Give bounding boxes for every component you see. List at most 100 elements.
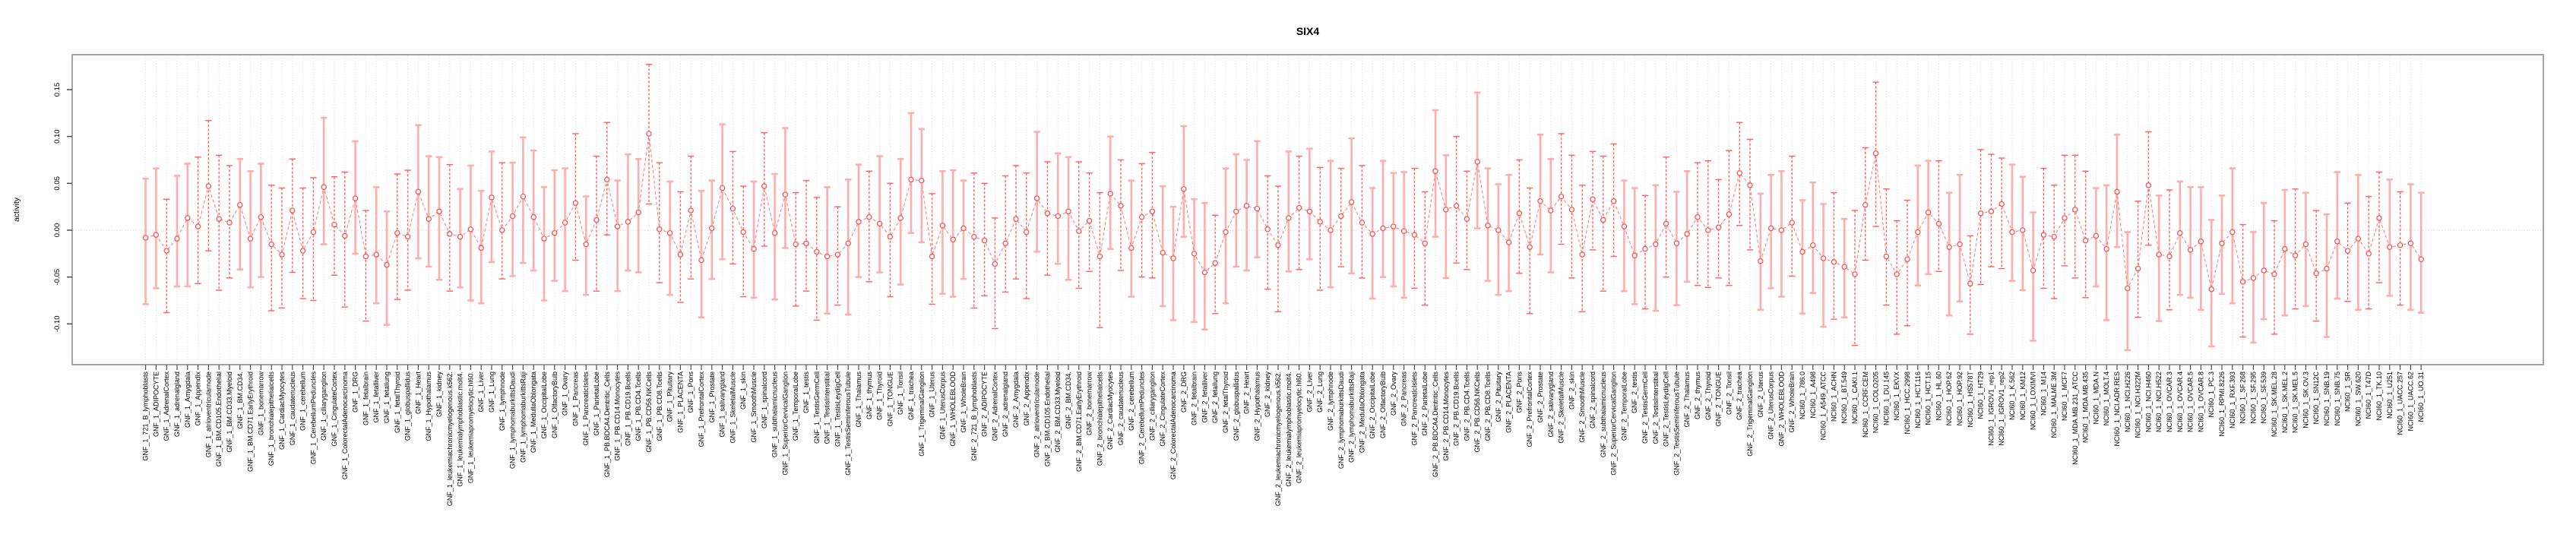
x-axis-label: GNF_2_atrioventricularnode: [1033, 372, 1041, 457]
data-point: [1254, 205, 1261, 212]
data-point: [2208, 286, 2214, 292]
data-point: [1663, 220, 1669, 227]
error-bar: [195, 157, 201, 284]
error-bar: [540, 185, 548, 302]
error-bar: [278, 187, 286, 309]
data-point: [174, 236, 180, 242]
x-axis-label: GNF_1_DRG: [352, 372, 359, 413]
error-bar: [1348, 137, 1355, 275]
x-axis-label: GNF_2_fetalliver: [1201, 372, 1208, 423]
error-bar: [750, 180, 758, 299]
data-point: [1548, 207, 1554, 213]
data-point: [2334, 239, 2340, 245]
x-axis-label: GNF_2_leukemiachronicmyelogenous.k562.: [1274, 372, 1282, 506]
error-bar: [1673, 191, 1680, 306]
x-axis-label: NCI60_1_SF.268: [2239, 372, 2247, 424]
x-axis-label: NCI60_1_U251: [2386, 372, 2394, 419]
x-axis-label: GNF_2_Pancreas: [1400, 372, 1408, 427]
data-point: [1957, 241, 1963, 248]
x-axis-label: NCI60_1_CAKI.1: [1851, 372, 1859, 424]
x-axis-label: NCI60_1_IGROV1_rep1: [1987, 372, 1995, 446]
x-axis-label: GNF_2_SkeletalMuscle: [1558, 372, 1565, 444]
error-bar: [1369, 187, 1376, 300]
data-point: [1055, 213, 1061, 220]
x-axis-label: GNF_1_SkeletalMuscle: [729, 372, 736, 444]
error-bar: [1872, 81, 1879, 227]
data-point: [1872, 150, 1879, 157]
series-line: [145, 133, 2422, 290]
error-bar: [876, 155, 883, 274]
data-point: [1464, 216, 1470, 222]
error-bar: [1254, 140, 1261, 259]
x-axis-label: GNF_2_TestisInterstitial: [1652, 372, 1660, 444]
error-bar: [1327, 160, 1334, 289]
data-point: [1432, 168, 1438, 175]
data-point: [499, 227, 505, 233]
x-axis-label: GNF_2_leukemialymphoblastic.molt4.: [1285, 372, 1293, 487]
x-axis-label: GNF_1_TestisLeydigCell: [834, 372, 841, 447]
data-point: [2387, 244, 2393, 250]
error-bar: [498, 162, 505, 280]
data-point: [803, 240, 809, 247]
x-axis-label: GNF_1_Heart: [414, 372, 422, 415]
x-axis-label: GNF_2_PancreaticIslets: [1410, 372, 1418, 446]
x-axis-label: NCI60_1_OVCAR.3: [2166, 372, 2173, 432]
error-bar: [1212, 214, 1219, 315]
data-point: [1275, 242, 1281, 248]
data-point: [2282, 245, 2288, 252]
data-point: [321, 184, 327, 191]
data-point: [1935, 220, 1942, 227]
error-bar: [1055, 152, 1062, 265]
error-bar: [1033, 131, 1040, 253]
error-bar: [362, 210, 369, 322]
error-bar: [1222, 167, 1229, 305]
x-axis-label: GNF_1_MedullaOblongata: [530, 372, 537, 453]
data-point: [1170, 255, 1176, 261]
x-axis-label: GNF_2_testis: [1631, 372, 1638, 414]
error-bar: [205, 120, 212, 251]
x-axis-label: GNF_1_Pituitary: [666, 372, 674, 422]
error-bar: [1086, 172, 1093, 272]
error-bar: [2019, 175, 2026, 292]
error-bar: [981, 182, 988, 297]
error-bar: [740, 185, 747, 298]
data-point: [919, 177, 925, 184]
data-point: [1684, 231, 1690, 237]
error-bar: [163, 198, 170, 314]
x-axis-label: NCI60_1_DU.145: [1882, 372, 1890, 425]
x-axis-label: GNF_1_Thalamus: [855, 372, 862, 428]
data-point: [908, 176, 914, 183]
x-axis-label: GNF_2_Ovary: [1390, 372, 1397, 416]
data-point: [625, 219, 631, 225]
data-point: [1400, 228, 1407, 234]
data-point: [2156, 251, 2162, 258]
error-bar: [289, 158, 296, 274]
x-axis-label: GNF_1_PB.BDCA4.Dentritic_Cells: [603, 372, 611, 478]
error-bar: [1862, 147, 1869, 261]
data-point: [1474, 159, 1480, 165]
error-bar: [1726, 150, 1733, 286]
data-point: [153, 232, 160, 238]
data-point: [1138, 213, 1145, 220]
x-axis-label: GNF_1_PB.CD14.Monocytes: [614, 372, 622, 461]
error-bar: [1704, 160, 1711, 288]
error-bar: [2208, 219, 2215, 348]
x-axis-label: GNF_1_SuperiorCervicalGanglion: [781, 372, 789, 476]
x-axis-label: NCI60_1_MCF7: [2061, 372, 2068, 421]
data-point: [1799, 248, 1805, 255]
error-bar: [1988, 153, 1995, 267]
error-bar: [1641, 194, 1649, 310]
error-bar: [404, 169, 411, 291]
x-axis-label: GNF_1_Tonsil: [897, 372, 904, 415]
error-bar: [2397, 191, 2404, 306]
x-axis-label: GNF_1_PB.CD4.Tcells: [635, 372, 642, 441]
x-axis-label: NCI60_1_A549_ATCC: [1820, 372, 1828, 441]
x-axis-label: NCI60_1_SF.539: [2260, 372, 2267, 424]
error-bar: [1400, 171, 1407, 299]
x-axis-label: NCI60_1_PC.3: [2207, 372, 2215, 418]
x-axis-label: GNF_2_BM.CD34.: [1065, 372, 1072, 429]
data-point: [2072, 207, 2078, 213]
error-bar: [729, 150, 736, 265]
error-bar: [939, 170, 946, 296]
error-bar: [1851, 210, 1859, 346]
